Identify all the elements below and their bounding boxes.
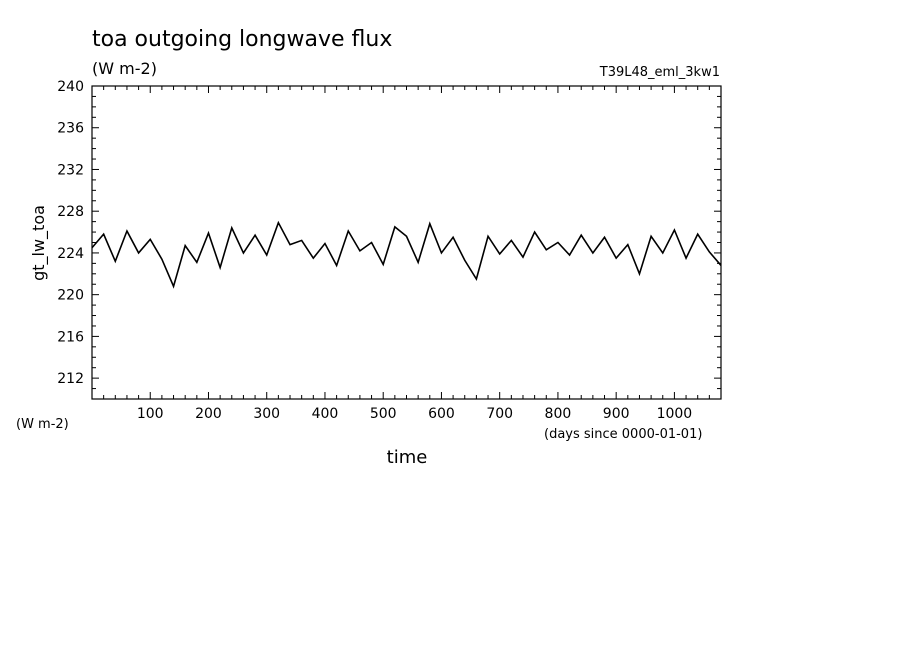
- chart-subtitle: (W m-2): [92, 59, 157, 78]
- y-tick-label: 228: [57, 204, 84, 220]
- x-tick-label: 700: [486, 406, 513, 422]
- run-label: T39L48_eml_3kw1: [599, 65, 720, 80]
- x-tick-label: 800: [545, 406, 572, 422]
- y-tick-label: 212: [57, 371, 84, 387]
- plot-frame: [91, 85, 722, 400]
- y-axis: 212 216 220 224 228 232 236 240: [57, 79, 721, 400]
- y-tick-label: 232: [57, 162, 84, 178]
- y-tick-label: 220: [57, 288, 84, 304]
- y-tick-label: 216: [57, 329, 84, 345]
- series-line: [91, 220, 722, 289]
- y-tick-label: 224: [57, 246, 84, 262]
- x-tick-label: 400: [312, 406, 339, 422]
- x-tick-label: 200: [195, 406, 222, 422]
- x-tick-label: 500: [370, 406, 397, 422]
- x-axis-unit: (days since 0000-01-01): [544, 427, 702, 442]
- x-tick-label: 900: [603, 406, 630, 422]
- x-tick-label: 300: [253, 406, 280, 422]
- x-axis: 100 200 300 400 500 600 700 800 900 1000: [91, 86, 722, 422]
- x-tick-label: 600: [428, 406, 455, 422]
- y-axis-label: gt_lw_toa: [29, 205, 49, 281]
- x-tick-label: 100: [137, 406, 164, 422]
- y-tick-label: 240: [57, 79, 84, 95]
- x-tick-label: 1000: [657, 406, 693, 422]
- chart-title: toa outgoing longwave flux: [92, 27, 392, 52]
- y-tick-label: 236: [57, 121, 84, 137]
- x-axis-label: time: [387, 447, 428, 468]
- y-axis-unit: (W m-2): [16, 417, 69, 432]
